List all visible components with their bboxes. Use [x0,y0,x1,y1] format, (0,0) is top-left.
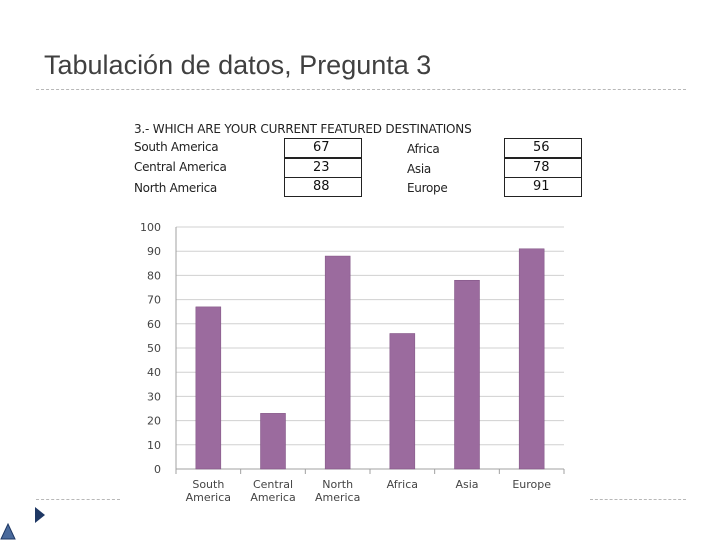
y-tick-label: 60 [147,318,161,331]
row-3-right-label: Europe [407,181,448,195]
row-2-left-label: Central America [134,160,227,174]
x-tick-label: South [192,478,224,491]
table-title: 3.- WHICH ARE YOUR CURRENT FEATURED DEST… [134,122,472,136]
bar [518,248,545,470]
row-1-right-label: Africa [407,142,440,156]
bar-chart: 0102030405060708090100SouthAmericaCentra… [140,221,565,504]
row-1-left-label: South America [134,140,219,154]
row-2-left-value: 23 [284,158,362,178]
bar [324,255,351,470]
slide-title: Tabulación de datos, Pregunta 3 [44,50,432,80]
row-3-left-value: 88 [284,177,362,197]
y-tick-label: 70 [147,294,161,307]
x-tick-label: Africa [387,478,418,491]
bar [389,333,416,470]
x-tick-label: America [315,491,360,504]
row-3-right-value: 91 [504,177,582,197]
corner-triangle-icon [0,523,16,540]
y-tick-label: 0 [154,463,161,476]
x-tick-label: Asia [455,478,478,491]
x-tick-label: America [186,491,231,504]
row-1-left-value: 67 [284,138,362,158]
play-arrow-icon [35,507,45,523]
y-tick-label: 40 [147,366,161,379]
y-tick-label: 80 [147,269,161,282]
x-tick-label: Central [253,478,293,491]
y-tick-label: 90 [147,245,161,258]
y-tick-label: 10 [147,439,161,452]
bottom-divider-left [36,499,120,500]
y-tick-label: 30 [147,390,161,403]
bar [260,413,286,470]
x-tick-label: North [322,478,353,491]
x-tick-label: Europe [512,478,551,491]
bar [195,306,222,470]
row-2-right-label: Asia [407,162,431,176]
top-divider [36,89,686,90]
row-3-left-label: North America [134,181,217,195]
row-1-right-value: 56 [504,138,582,158]
x-tick-label: America [250,491,295,504]
bottom-divider-right [590,499,686,500]
y-tick-label: 100 [140,221,161,234]
y-tick-label: 20 [147,415,161,428]
row-2-right-value: 78 [504,158,582,178]
y-tick-label: 50 [147,342,161,355]
bar [454,279,480,470]
